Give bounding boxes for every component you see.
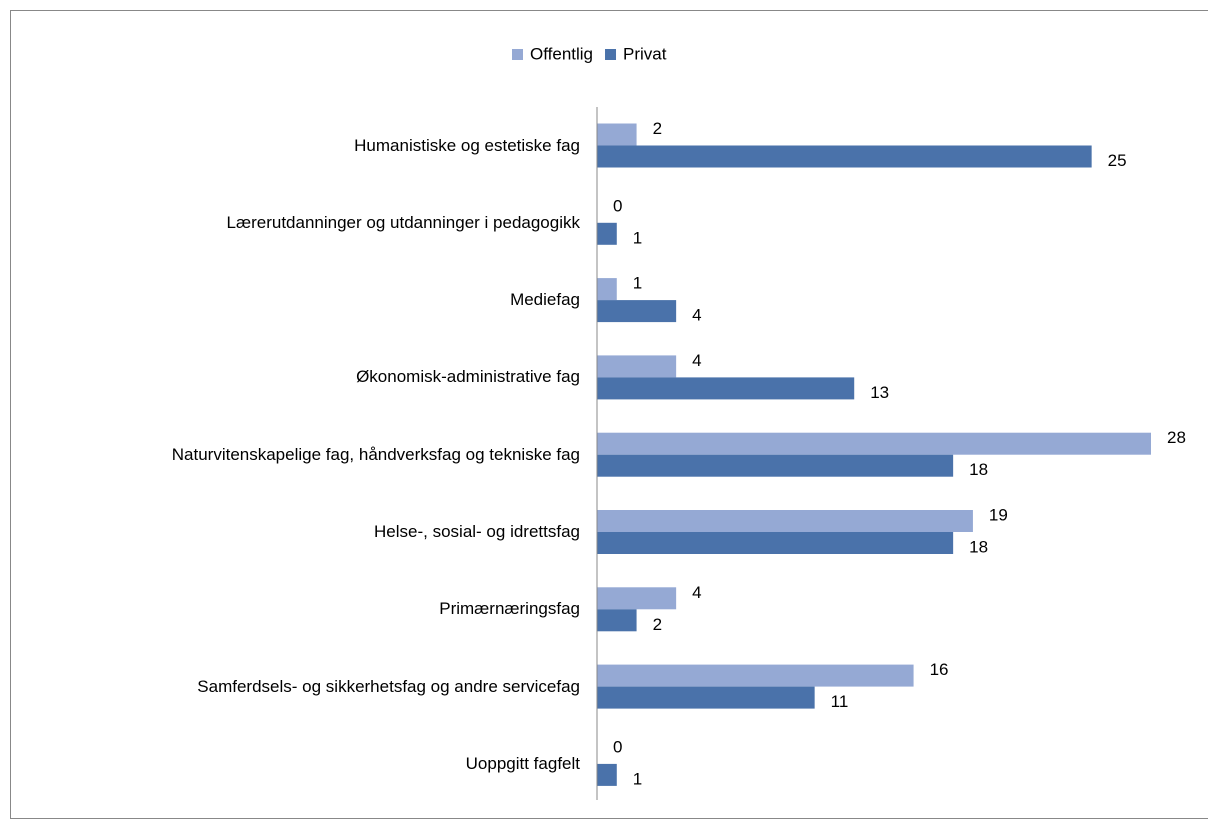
category-label: Naturvitenskapelige fag, håndverksfag og… (171, 444, 580, 464)
bar (597, 123, 637, 146)
category-label: Humanistiske og estetiske fag (354, 135, 580, 155)
frame (10, 10, 1208, 819)
bar (597, 300, 677, 323)
bar (597, 532, 954, 554)
category-label: Helse-, sosial- og idrettsfag (374, 522, 580, 541)
category-label: Lærerutdanninger og utdanninger i pedago… (226, 212, 580, 232)
data-label: 4 (692, 306, 701, 325)
data-label: 25 (1108, 151, 1127, 170)
data-label: 4 (692, 351, 701, 370)
category-label: Primærnæringsfag (439, 599, 580, 619)
data-label: 4 (692, 583, 701, 602)
category-label-box: Primærnæringsfag (20, 594, 580, 624)
bar (597, 664, 914, 687)
data-label: 28 (1167, 428, 1186, 447)
category-label: Økonomisk-administrative fag (356, 367, 580, 387)
bar (597, 222, 617, 245)
data-label: 16 (930, 660, 949, 679)
data-label: 11 (831, 692, 849, 711)
data-label: 0 (613, 737, 622, 756)
data-label: 1 (633, 274, 642, 293)
category-label-box: Uoppgitt fagfelt (20, 749, 580, 779)
data-label: 18 (969, 460, 988, 479)
data-label: 18 (969, 537, 988, 556)
legend-swatch (512, 49, 523, 60)
category-label-box: Økonomisk-administrative fag (20, 362, 580, 392)
category-label-box: Mediefag (20, 285, 580, 315)
category-label-box: Humanistiske og estetiske fag (20, 131, 580, 161)
data-label: 2 (653, 615, 662, 634)
bar (597, 686, 815, 709)
bar (597, 145, 1092, 168)
bar (597, 278, 617, 301)
bar (597, 454, 954, 477)
data-label: 1 (633, 769, 642, 788)
category-label: Samferdsels- og sikkerhetsfag og andre s… (197, 676, 580, 696)
legend-label: Offentlig (530, 44, 593, 63)
category-label-box: Lærerutdanninger og utdanninger i pedago… (20, 208, 580, 238)
data-label: 0 (613, 196, 622, 215)
legend-swatch (605, 49, 617, 60)
bar (597, 587, 677, 610)
data-label: 13 (870, 383, 889, 402)
bar (597, 432, 1151, 455)
bar (597, 355, 677, 378)
category-label-box: Helse-, sosial- og idrettsfag (20, 517, 580, 547)
category-label: Mediefag (510, 290, 580, 310)
bar (597, 377, 855, 400)
bar (597, 609, 637, 632)
category-label: Uoppgitt fagfelt (465, 753, 580, 773)
data-label: 19 (989, 505, 1008, 524)
data-label: 2 (653, 119, 662, 138)
category-label-box: Samferdsels- og sikkerhetsfag og andre s… (20, 672, 580, 702)
bar (597, 763, 617, 786)
bar (597, 510, 973, 532)
category-label-box: Naturvitenskapelige fag, håndverksfag og… (20, 440, 580, 470)
data-label: 1 (633, 228, 642, 247)
legend-label: Privat (623, 44, 667, 63)
